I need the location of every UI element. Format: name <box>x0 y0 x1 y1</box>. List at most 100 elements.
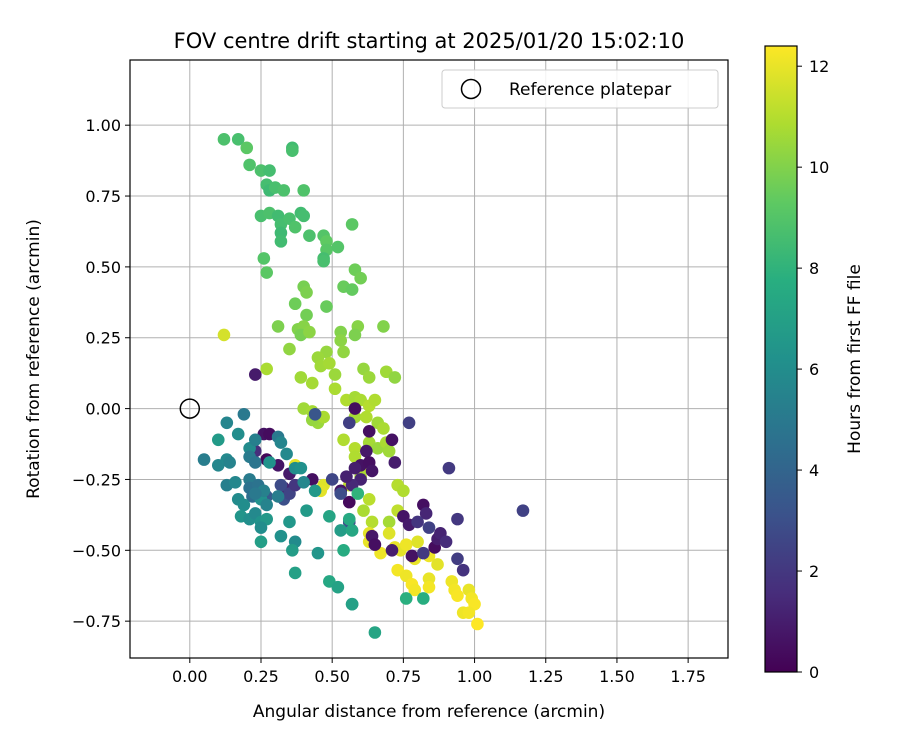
data-point <box>451 512 464 526</box>
data-point <box>280 447 293 461</box>
data-point <box>328 368 342 381</box>
colorbar-tick-label: 6 <box>809 360 819 379</box>
y-tick-label: 0.00 <box>85 400 121 419</box>
data-point <box>248 487 262 500</box>
data-point <box>217 133 231 146</box>
data-point <box>377 422 390 435</box>
colorbar-tick-label: 10 <box>809 158 829 177</box>
y-tick-label: 0.25 <box>85 329 121 348</box>
data-point <box>323 509 336 523</box>
y-tick-label: 0.75 <box>85 187 121 206</box>
x-tick-label: 1.50 <box>599 667 635 686</box>
data-point <box>243 158 256 172</box>
data-point <box>417 546 430 560</box>
data-point <box>345 524 359 537</box>
data-point <box>422 521 436 534</box>
data-point <box>345 283 359 296</box>
colorbar-frame <box>764 45 798 673</box>
data-point <box>402 416 416 430</box>
colorbar: 0 2 4 6 8 10 12 Hours from first FF file <box>764 45 865 682</box>
data-point <box>377 320 390 333</box>
data-point <box>439 535 453 549</box>
data-point <box>422 580 436 594</box>
data-point <box>385 544 399 557</box>
data-point <box>303 229 316 243</box>
data-point <box>237 498 251 512</box>
legend-box <box>441 69 719 109</box>
colorbar-title: Hours from first FF file <box>845 264 865 454</box>
legend-marker-icon <box>460 78 482 100</box>
data-point <box>348 461 362 475</box>
data-point <box>286 144 299 157</box>
data-point <box>283 515 296 529</box>
reference-point <box>179 398 201 419</box>
data-point <box>248 433 262 447</box>
data-point <box>334 487 348 500</box>
colorbar-tick-label: 4 <box>809 461 819 480</box>
data-point <box>382 515 396 529</box>
data-point <box>337 345 350 359</box>
y-tick-label: 1.00 <box>85 116 121 135</box>
data-point <box>360 444 373 458</box>
data-point <box>411 515 424 529</box>
x-tick-label: 0.00 <box>172 667 208 686</box>
data-point <box>263 164 276 177</box>
y-tick-label: 0.50 <box>85 258 121 277</box>
data-point <box>516 504 530 517</box>
data-point <box>288 220 302 234</box>
data-point <box>300 286 313 299</box>
data-point <box>399 538 413 551</box>
data-point <box>308 407 322 421</box>
data-point <box>294 371 308 384</box>
data-point <box>331 240 345 254</box>
chart-title: FOV centre drift starting at 2025/01/20 … <box>174 29 685 53</box>
data-point <box>348 402 362 415</box>
x-tick-label: 1.25 <box>528 667 564 686</box>
data-point <box>323 356 336 370</box>
data-point <box>334 524 348 537</box>
data-point <box>348 328 362 342</box>
data-point <box>365 515 379 529</box>
data-point <box>288 566 302 580</box>
data-point <box>231 133 245 146</box>
data-point <box>274 436 288 449</box>
data-point <box>300 504 313 517</box>
data-point <box>305 376 319 390</box>
data-point <box>254 535 268 549</box>
data-point <box>248 456 262 469</box>
y-axis-title: Rotation from reference (arcmin) <box>24 219 44 499</box>
data-point <box>297 184 311 197</box>
data-point <box>342 416 356 430</box>
data-point <box>328 382 342 396</box>
data-point <box>283 342 296 356</box>
data-point <box>231 427 245 441</box>
data-point <box>362 424 376 438</box>
data-point <box>303 325 316 339</box>
data-point <box>354 271 367 285</box>
data-point <box>385 433 399 447</box>
colorbar-gradient <box>765 46 797 672</box>
data-point <box>300 308 313 322</box>
data-point <box>345 218 359 231</box>
data-point <box>431 558 444 571</box>
data-point <box>397 484 410 498</box>
data-point <box>260 498 273 512</box>
data-point <box>362 492 376 506</box>
data-point <box>331 580 345 594</box>
data-point <box>334 334 348 347</box>
data-point <box>340 470 353 483</box>
data-point <box>471 617 484 631</box>
data-point <box>325 473 339 486</box>
plot-frame <box>129 59 729 659</box>
data-point <box>342 512 356 526</box>
data-point <box>286 544 299 557</box>
data-point <box>411 535 424 549</box>
x-tick-label: 0.75 <box>386 667 422 686</box>
data-point <box>360 410 373 424</box>
data-point <box>274 478 288 492</box>
x-tick-label: 0.25 <box>243 667 279 686</box>
data-point <box>317 254 330 268</box>
data-point <box>388 371 402 384</box>
data-point <box>257 252 271 265</box>
legend-label: Reference platepar <box>509 80 671 100</box>
